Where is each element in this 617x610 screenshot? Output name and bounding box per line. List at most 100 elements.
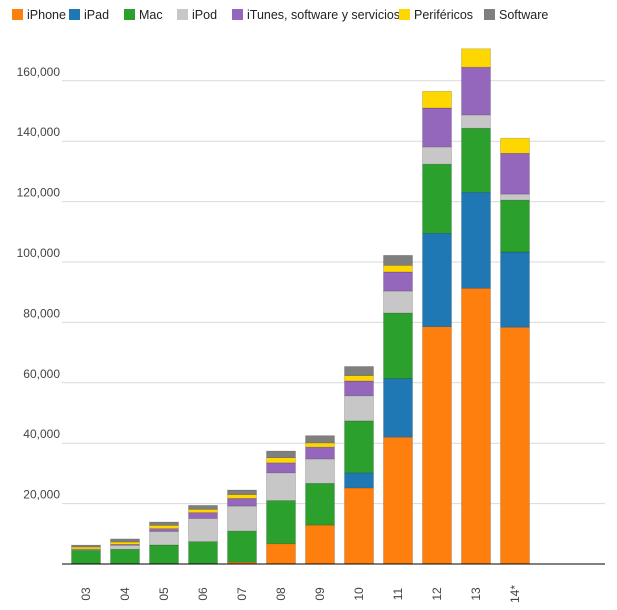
- bar-segment-03-periféricos[interactable]: [71, 546, 101, 550]
- bar-segment-08-itunes[interactable]: [266, 462, 296, 474]
- bar-segment-09-itunes[interactable]: [305, 446, 335, 460]
- bar-segment-04-ipod[interactable]: [110, 544, 140, 550]
- bar-segment-08-periféricos[interactable]: [266, 457, 296, 464]
- bar-segment-14-ipod[interactable]: [500, 193, 530, 201]
- bar-segment-09-iphone[interactable]: [305, 524, 335, 565]
- bar-segment-14-iphone[interactable]: [500, 326, 530, 565]
- bar-segment-06-periféricos[interactable]: [188, 509, 218, 513]
- bar-segment-13-ipad[interactable]: [461, 191, 491, 289]
- bar-segment-13-iphone[interactable]: [461, 287, 491, 565]
- bar-segment-08-ipod[interactable]: [266, 472, 296, 501]
- legend-label[interactable]: Periféricos: [414, 8, 473, 22]
- bar-segment-13-periféricos[interactable]: [461, 48, 491, 68]
- bar-segment-13-ipod[interactable]: [461, 114, 491, 129]
- bar-segment-08-iphone[interactable]: [266, 543, 296, 565]
- bar-segment-09-software[interactable]: [305, 435, 335, 444]
- x-tick-label: 05: [157, 587, 171, 601]
- bar-segment-09-mac[interactable]: [305, 483, 335, 526]
- bar-segment-07-periféricos[interactable]: [227, 494, 257, 499]
- y-tick-label: 20,000: [23, 488, 60, 502]
- bar-segment-07-software[interactable]: [227, 489, 257, 495]
- legend-swatch: [399, 9, 410, 20]
- bar-segment-10-ipad[interactable]: [344, 472, 374, 489]
- bar-segment-10-iphone[interactable]: [344, 487, 374, 565]
- gridlines: 20,000 40,000 60,000 80,000 100,000 120,000 14…: [17, 65, 605, 505]
- x-tick-label: 12: [430, 587, 444, 601]
- x-tick-label: 08: [274, 587, 288, 601]
- bar-segment-04-software[interactable]: [110, 538, 140, 543]
- bars: [71, 48, 530, 565]
- legend-label[interactable]: Software: [499, 8, 548, 22]
- bar-segment-12-ipod[interactable]: [422, 146, 452, 165]
- x-tick-label: 07: [235, 587, 249, 601]
- bar-segment-05-mac[interactable]: [149, 544, 179, 565]
- bar-segment-09-ipod[interactable]: [305, 458, 335, 484]
- bar-segment-11-itunes[interactable]: [383, 271, 413, 292]
- bar-segment-12-mac[interactable]: [422, 163, 452, 234]
- bar-segment-07-mac[interactable]: [227, 530, 257, 563]
- y-tick-label: 40,000: [23, 427, 60, 441]
- legend-label[interactable]: iPad: [84, 8, 109, 22]
- bar-segment-11-periféricos[interactable]: [383, 265, 413, 273]
- bar-segment-06-mac[interactable]: [188, 541, 218, 565]
- bar-segment-08-mac[interactable]: [266, 500, 296, 545]
- bar-segment-05-periféricos[interactable]: [149, 525, 179, 529]
- bar-segment-03-mac[interactable]: [71, 550, 101, 565]
- legend-label[interactable]: Mac: [139, 8, 163, 22]
- x-tick-label: 06: [196, 587, 210, 601]
- bar-segment-09-periféricos[interactable]: [305, 442, 335, 448]
- bar-segment-14-periféricos[interactable]: [500, 137, 530, 154]
- bar-segment-14-mac[interactable]: [500, 199, 530, 253]
- bar-segment-13-itunes[interactable]: [461, 66, 491, 116]
- bar-segment-03-software[interactable]: [71, 544, 101, 548]
- x-tick-label: 09: [313, 587, 327, 601]
- y-tick-label: 100,000: [17, 246, 61, 260]
- bar-segment-04-periféricos[interactable]: [110, 541, 140, 545]
- x-axis-ticks: 03 04 05 06 07 08 09 10 11 12 13 14*: [79, 585, 522, 603]
- bar-segment-06-ipod[interactable]: [188, 518, 218, 542]
- bar-segment-12-itunes[interactable]: [422, 107, 452, 148]
- bar-segment-07-ipod[interactable]: [227, 505, 257, 532]
- bar-segment-04-mac[interactable]: [110, 548, 140, 565]
- bar-segment-08-software[interactable]: [266, 450, 296, 458]
- y-tick-label: 140,000: [17, 125, 61, 139]
- bar-segment-12-iphone[interactable]: [422, 326, 452, 565]
- x-tick-label: 10: [352, 587, 366, 601]
- legend-swatch: [232, 9, 243, 20]
- bar-segment-05-itunes[interactable]: [149, 528, 179, 532]
- bar-segment-11-mac[interactable]: [383, 312, 413, 379]
- bar-segment-10-ipod[interactable]: [344, 395, 374, 422]
- bar-segment-10-itunes[interactable]: [344, 380, 374, 397]
- legend-swatch: [12, 9, 23, 20]
- legend-swatch: [177, 9, 188, 20]
- y-tick-label: 60,000: [23, 367, 60, 381]
- bar-segment-13-mac[interactable]: [461, 127, 491, 193]
- legend-swatch: [484, 9, 495, 20]
- bar-segment-11-iphone[interactable]: [383, 436, 413, 565]
- bar-segment-10-periféricos[interactable]: [344, 375, 374, 382]
- bar-segment-12-periféricos[interactable]: [422, 91, 452, 109]
- y-tick-label: 160,000: [17, 65, 61, 79]
- x-tick-label: 14*: [508, 585, 522, 603]
- bar-segment-07-itunes[interactable]: [227, 498, 257, 507]
- x-tick-label: 13: [469, 587, 483, 601]
- bar-segment-11-software[interactable]: [383, 255, 413, 266]
- legend-label[interactable]: iPhone: [27, 8, 66, 22]
- bar-segment-06-itunes[interactable]: [188, 512, 218, 519]
- legend-label[interactable]: iTunes, software y servicios: [247, 8, 400, 22]
- legend-swatch: [124, 9, 135, 20]
- bar-segment-12-ipad[interactable]: [422, 233, 452, 327]
- legend-swatch: [69, 9, 80, 20]
- bar-segment-14-ipad[interactable]: [500, 251, 530, 328]
- legend: iPhone iPad Mac iPod iTunes, software y serv…: [12, 8, 548, 22]
- bar-segment-05-software[interactable]: [149, 521, 179, 526]
- bar-segment-14-itunes[interactable]: [500, 152, 530, 195]
- bar-segment-10-software[interactable]: [344, 366, 374, 376]
- bar-segment-06-software[interactable]: [188, 505, 218, 510]
- bar-segment-11-ipad[interactable]: [383, 378, 413, 438]
- legend-label[interactable]: iPod: [192, 8, 217, 22]
- bar-segment-10-mac[interactable]: [344, 420, 374, 474]
- bar-segment-11-ipod[interactable]: [383, 290, 413, 314]
- bar-segment-05-ipod[interactable]: [149, 531, 179, 546]
